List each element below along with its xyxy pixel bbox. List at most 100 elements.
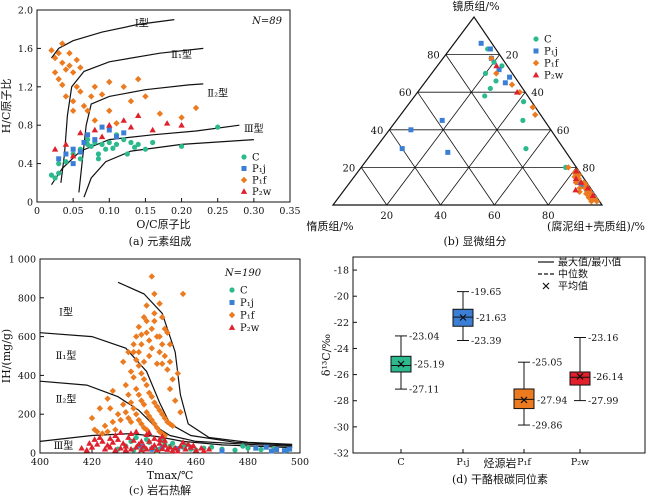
point-a: [91, 83, 99, 90]
point-c: [109, 418, 116, 426]
point-b: [507, 74, 513, 80]
ternary-frame: [331, 15, 604, 206]
point-b: [531, 111, 539, 118]
point-c: [159, 445, 166, 452]
boundary-curve-III-lower: [83, 139, 254, 198]
point-a: [121, 137, 127, 143]
y-tick-label-c: 200: [18, 410, 36, 421]
sample-count-a: N=89: [251, 16, 282, 27]
point-c: [169, 376, 176, 383]
y-tick-label-d: -30: [334, 422, 349, 433]
point-a: [69, 69, 77, 76]
y-tick-label-d: -28: [334, 396, 349, 407]
point-c: [78, 444, 85, 451]
point-c: [133, 443, 140, 450]
legend-label-0: C: [252, 153, 260, 164]
ternary-tick-bottom-edge: 40: [434, 211, 447, 222]
point-c: [166, 420, 174, 428]
point-c: [161, 414, 168, 422]
point-a: [56, 156, 62, 162]
ternary-tick-right-edge: 60: [557, 126, 570, 137]
legend-label-median: 中位数: [558, 268, 588, 281]
point-c: [151, 442, 158, 448]
boundary-curve-II2: [78, 83, 204, 193]
point-c: [143, 409, 150, 416]
x-tick-label-d: P₁j: [456, 457, 469, 468]
ternary-grid: [494, 129, 552, 206]
x-tick-label-a: 0.20: [171, 206, 192, 217]
boundary-curve-I-c: [117, 281, 293, 445]
point-a: [70, 161, 76, 167]
point-c: [140, 376, 148, 383]
caption-a: (a) 元素组成: [129, 234, 192, 248]
region-label-a-3: Ⅲ型: [244, 122, 264, 135]
y-tick-label-a: 0: [27, 198, 33, 209]
point-c: [112, 432, 119, 438]
point-c: [143, 381, 150, 389]
point-c: [138, 331, 145, 338]
point-c: [148, 393, 155, 400]
legend-marker-2: [532, 59, 540, 67]
chart-c-svg: 400 420 440 460 480 500 0 200 400 600 800 1 000 Ⅰ型 Ⅱ₁…: [0, 255, 309, 498]
point-a: [106, 78, 113, 86]
point-c: [122, 446, 129, 453]
point-b: [584, 184, 591, 191]
point-c: [151, 290, 158, 298]
legend-marker-1: [229, 300, 235, 305]
point-c: [135, 323, 142, 331]
point-c: [135, 441, 142, 447]
point-c: [133, 434, 139, 441]
point-c: [99, 438, 106, 444]
point-c: [135, 391, 142, 398]
point-c: [187, 443, 194, 450]
ternary-tick-right-edge: 40: [531, 88, 544, 99]
y-tick-label-c: 400: [18, 371, 36, 382]
legend-marker-0: [241, 154, 247, 160]
x-tick-label-c: 460: [187, 457, 205, 468]
label-min: -27.11: [409, 385, 439, 396]
point-c: [122, 409, 129, 416]
legend-marker-2: [228, 311, 236, 319]
point-b: [399, 146, 405, 152]
point-c: [164, 446, 171, 452]
y-tick-label-d: -26: [334, 370, 349, 381]
legend-marker-3: [532, 71, 540, 78]
point-a: [77, 88, 84, 95]
point-c: [146, 337, 153, 344]
point-a: [62, 93, 70, 100]
point-a: [114, 134, 120, 140]
point-b: [576, 184, 583, 192]
point-a: [121, 130, 127, 136]
point-a: [59, 40, 66, 47]
point-c: [86, 440, 93, 446]
point-c: [166, 385, 174, 393]
panel-kerogen-isotope: -18 -20 -22 -24 -26 -28 -30 -32 C P₁j P₁f P₂w -23.04…: [320, 250, 650, 499]
point-c: [177, 409, 184, 416]
x-tick-label-a: 0.30: [243, 206, 264, 217]
y-tick-label-d: -18: [334, 266, 349, 277]
point-c: [140, 401, 148, 408]
point-c: [185, 441, 192, 447]
point-c: [107, 443, 114, 450]
x-axis-label-d: 烃源岩: [484, 456, 517, 470]
point-a: [95, 151, 102, 157]
legend-marker-2: [240, 176, 248, 184]
legend-label-3: P₂w: [252, 187, 272, 198]
point-a: [120, 117, 127, 123]
point-c: [148, 273, 155, 280]
point-c: [156, 348, 163, 356]
point-c: [101, 422, 109, 430]
point-c: [156, 440, 163, 446]
point-c: [198, 444, 205, 451]
point-a: [192, 104, 200, 112]
ternary-tick-left-edge: 20: [342, 163, 355, 174]
x-axis-label-c: Tmax/℃: [147, 469, 194, 482]
point-c: [156, 333, 163, 340]
label-mean: -27.94: [537, 395, 567, 406]
point-a: [55, 50, 62, 57]
point-c: [164, 366, 171, 373]
point-c: [135, 362, 142, 369]
point-a: [63, 151, 69, 157]
point-a: [150, 139, 156, 146]
point-c: [83, 446, 90, 453]
